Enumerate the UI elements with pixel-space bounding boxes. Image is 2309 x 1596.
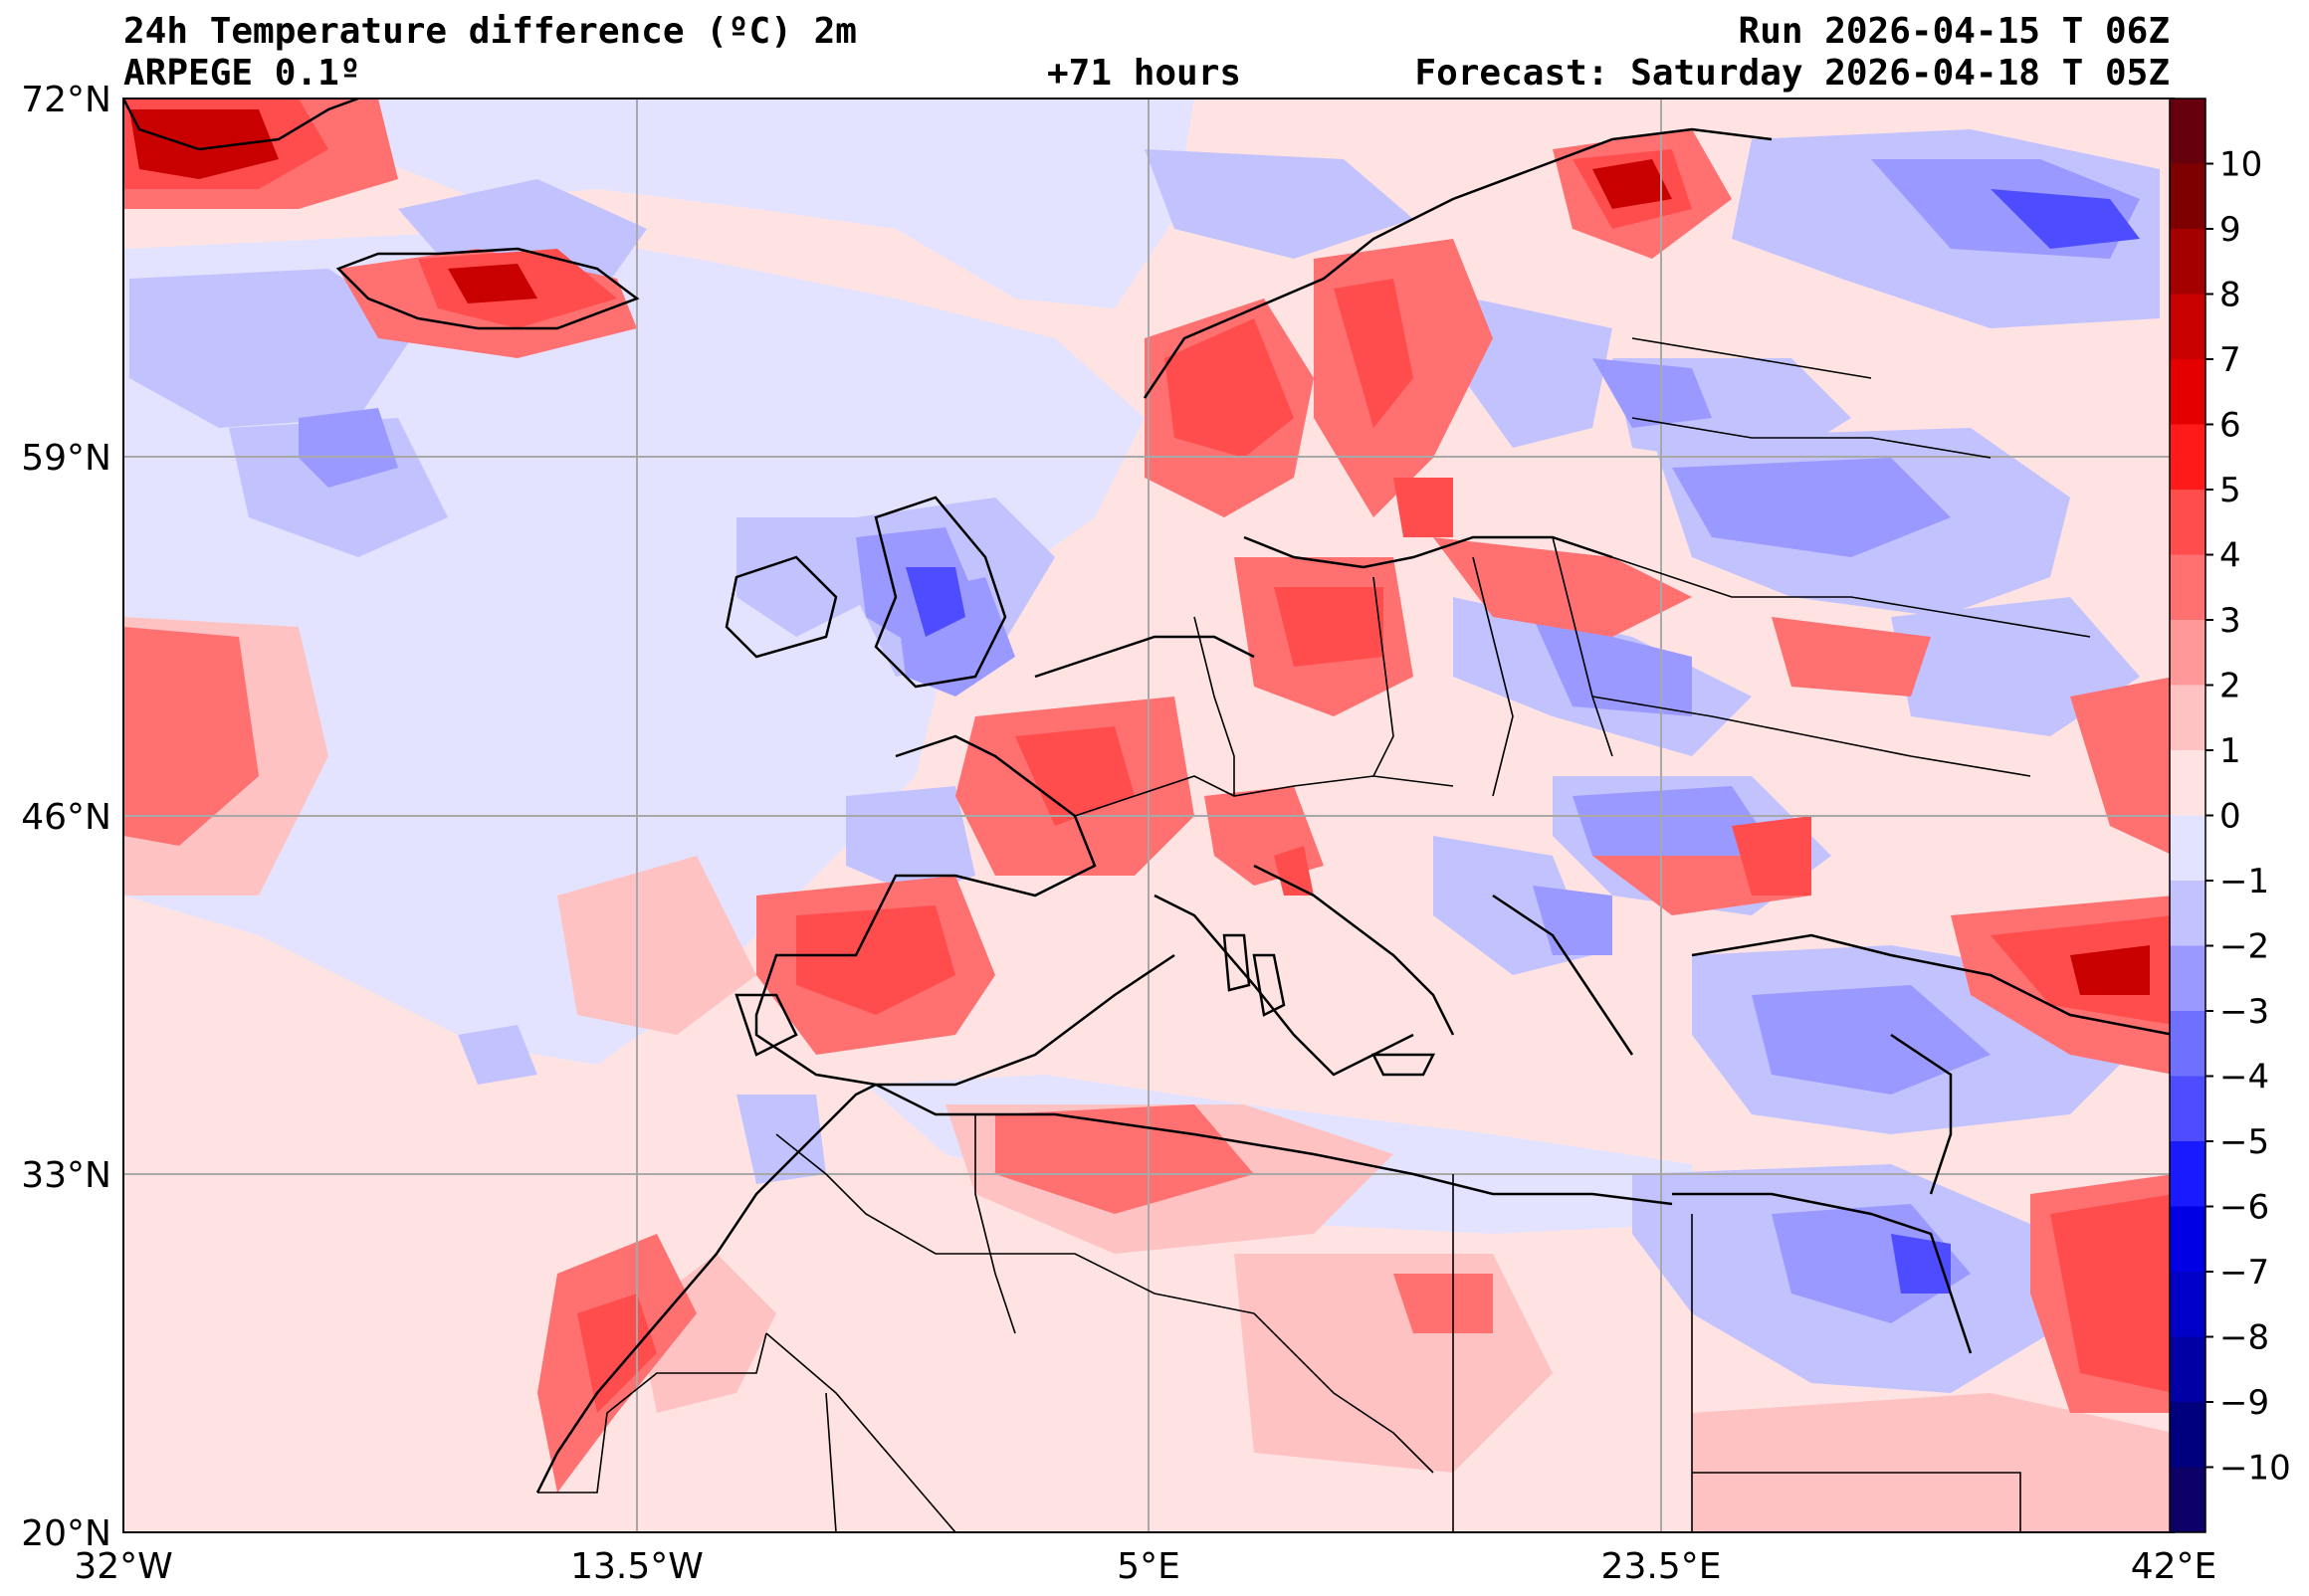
colorbar-band [2170, 1206, 2205, 1273]
colorbar-band [2170, 750, 2205, 816]
colorbar-band [2170, 881, 2205, 946]
colorbar-tick-label: 5 [2219, 471, 2241, 510]
cool-patches-core [906, 189, 2140, 1294]
colorbar-band [2170, 554, 2205, 621]
colorbar-tick-label: −1 [2219, 862, 2269, 901]
colorbar-band [2170, 1272, 2205, 1337]
warm-patches-core [129, 109, 2150, 995]
colorbar-band [2170, 1336, 2205, 1403]
lat-label-33: 33°N [21, 1155, 111, 1196]
run-time: Run 2026-04-15 T 06Z [1738, 11, 2170, 52]
map-title: 24h Temperature difference (ºC) 2m [123, 11, 857, 52]
model-name: ARPEGE 0.1º [123, 53, 361, 94]
colorbar-tick-label: 8 [2219, 276, 2241, 315]
colorbar-band [2170, 490, 2205, 555]
colorbar-tick-label: 0 [2219, 797, 2241, 837]
colorbar-band [2170, 945, 2205, 1012]
lon-axis: 32°W 13.5°W 5°E 23.5°E 42°E [74, 1546, 2216, 1587]
colorbar-band [2170, 620, 2205, 686]
lat-label-20: 20°N [21, 1513, 111, 1554]
colorbar-tick-label: 10 [2219, 145, 2262, 185]
colorbar-tick-label: −10 [2219, 1449, 2291, 1489]
colorbar-tick-label: −4 [2219, 1058, 2269, 1097]
lead-time: +71 hours [1047, 53, 1242, 94]
colorbar-tick-label: 2 [2219, 667, 2241, 706]
warm-patches-strong [123, 99, 2174, 1413]
lat-label-46: 46°N [21, 797, 111, 838]
colorbar-tick-label: 6 [2219, 406, 2241, 446]
lon-label-23e: 23.5°E [1601, 1546, 1722, 1587]
country-borders [537, 337, 2091, 1532]
colorbar-band [2170, 685, 2205, 751]
colorbar-band [2170, 815, 2205, 882]
lat-label-59: 59°N [21, 438, 111, 479]
lon-label-42e: 42°E [2131, 1546, 2217, 1587]
colorbar-tick-label: 4 [2219, 536, 2241, 576]
colorbar-tick-label: −6 [2219, 1188, 2269, 1228]
lat-axis: 72°N 59°N 46°N 33°N 20°N [21, 80, 111, 1554]
colorbar-band [2170, 1467, 2205, 1533]
graticule [123, 99, 2174, 1532]
lat-label-72: 72°N [21, 80, 111, 120]
colorbar-band [2170, 99, 2205, 164]
colorbar-tick-label: 9 [2219, 210, 2241, 250]
colorbar-tick-label: −2 [2219, 927, 2269, 967]
temperature-field [123, 99, 2174, 1532]
lon-label-5e: 5°E [1117, 1546, 1180, 1587]
lon-label-13w: 13.5°W [570, 1546, 704, 1587]
colorbar-band [2170, 1076, 2205, 1142]
colorbar-tick-label: −7 [2219, 1253, 2269, 1293]
colorbar-band [2170, 229, 2205, 295]
colorbar-band [2170, 294, 2205, 360]
colorbar-band [2170, 424, 2205, 491]
colorbar-tick-label: −8 [2219, 1318, 2269, 1358]
lon-label-32w: 32°W [74, 1546, 172, 1587]
colorbar-tick-label: 3 [2219, 601, 2241, 641]
colorbar-tick-label: 1 [2219, 731, 2241, 771]
colorbar-band [2170, 1011, 2205, 1077]
colorbar-tick-label: −9 [2219, 1383, 2269, 1423]
colorbar-tick-label: 7 [2219, 340, 2241, 380]
ocean-cool-north [328, 99, 1194, 308]
colorbar-tick-label: −5 [2219, 1122, 2269, 1162]
colorbar-band [2170, 1141, 2205, 1207]
colorbar-band [2170, 1402, 2205, 1468]
colorbar-band [2170, 359, 2205, 425]
colorbar-band [2170, 163, 2205, 230]
colorbar-tick-label: −3 [2219, 992, 2269, 1032]
forecast-time: Forecast: Saturday 2026-04-18 T 05Z [1414, 53, 2170, 94]
